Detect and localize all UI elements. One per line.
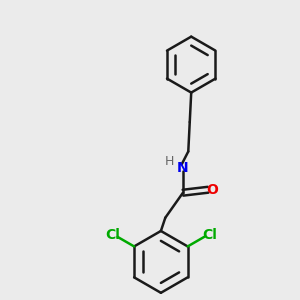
Text: O: O <box>206 183 218 197</box>
Text: H: H <box>164 155 174 168</box>
Text: Cl: Cl <box>105 228 120 242</box>
Text: Cl: Cl <box>202 228 217 242</box>
Text: N: N <box>177 161 189 175</box>
